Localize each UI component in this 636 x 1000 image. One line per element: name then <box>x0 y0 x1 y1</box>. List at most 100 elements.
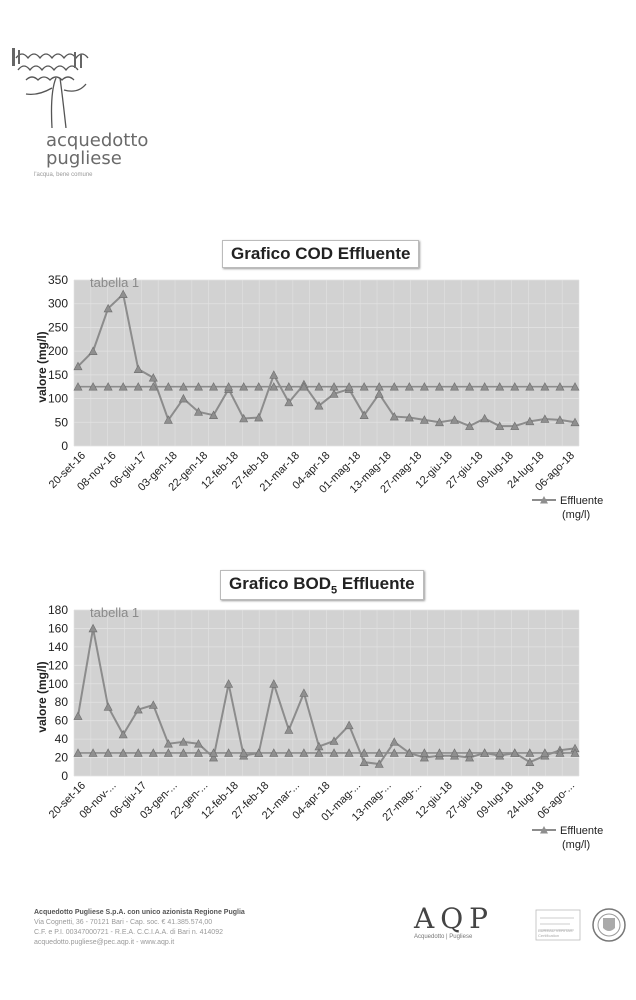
limit-data-point <box>239 748 249 757</box>
limit-data-point <box>284 748 294 757</box>
legend-label: Effluente <box>560 825 603 837</box>
limit-data-point <box>555 748 565 757</box>
effluent-data-point <box>103 702 113 711</box>
limit-data-point <box>389 748 399 757</box>
effluent-data-point <box>73 361 83 371</box>
effluent-data-point <box>495 421 505 430</box>
limit-data-point <box>540 382 550 391</box>
effluent-data-point <box>88 623 98 633</box>
effluent-data-point <box>254 412 264 422</box>
limit-data-point <box>178 382 188 391</box>
limit-data-point <box>88 748 98 757</box>
effluent-data-point <box>269 370 279 379</box>
limit-data-point <box>133 382 143 391</box>
limit-data-point <box>133 748 143 757</box>
effluent-data-point <box>163 739 173 748</box>
effluent-data-point <box>465 421 475 430</box>
effluent-data-point <box>118 729 128 739</box>
limit-data-point <box>73 748 83 757</box>
effluent-data-point <box>434 417 444 427</box>
bod-chart-svg: 0 20 40 60 80 100 120 140 160 180 tabella 1 valore … <box>35 603 603 851</box>
effluent-data-point <box>510 421 520 430</box>
limit-data-point <box>450 382 460 391</box>
bod-chart: 0 20 40 60 80 100 120 140 160 180 tabella 1 valore … <box>22 562 622 862</box>
chart-subtitle: tabella 1 <box>90 275 139 290</box>
certification-icon <box>535 908 626 942</box>
y-tick-label: 0 <box>61 769 68 783</box>
effluent-data-point <box>359 410 369 419</box>
effluent-data-point <box>284 397 294 407</box>
effluent-data-point <box>163 415 173 424</box>
legend-label: Effluente <box>560 495 603 507</box>
limit-data-point <box>193 748 203 757</box>
cod-chart-title: Grafico COD Effluente <box>222 240 420 268</box>
limit-data-point <box>148 382 158 391</box>
certification-badges: BUREAU VERITAS Certification <box>534 906 634 948</box>
effluent-data-point <box>480 413 490 423</box>
limit-data-point <box>359 748 369 757</box>
limit-data-point <box>434 382 444 391</box>
limit-data-point <box>510 382 520 391</box>
effluent-data-point <box>239 413 249 423</box>
limit-data-point <box>103 382 113 391</box>
effluent-data-point <box>118 289 128 299</box>
limit-data-point <box>329 748 339 757</box>
limit-data-point <box>254 748 264 757</box>
tree-logo-icon <box>12 48 89 129</box>
limit-data-point <box>404 382 414 391</box>
limit-data-point <box>540 748 550 757</box>
limit-data-point <box>344 382 354 391</box>
chart-subtitle: tabella 1 <box>90 605 139 620</box>
effluent-data-point <box>224 679 234 688</box>
limit-data-point <box>404 748 414 757</box>
legend-marker <box>540 826 548 834</box>
effluent-data-point <box>344 720 354 730</box>
limit-data-point <box>570 748 580 757</box>
effluent-data-point <box>525 416 535 426</box>
effluent-data-point <box>269 679 279 688</box>
limit-data-point <box>434 748 444 757</box>
effluent-data-point <box>450 415 460 424</box>
y-tick-label: 60 <box>55 714 69 728</box>
effluent-data-point <box>540 414 550 423</box>
y-tick-label: 140 <box>48 640 68 654</box>
limit-data-point <box>314 382 324 391</box>
limit-data-point <box>209 748 219 757</box>
limit-data-point <box>284 382 294 391</box>
effluent-data-point <box>284 725 294 734</box>
effluent-data-point <box>389 411 399 421</box>
limit-data-point <box>88 382 98 391</box>
limit-data-point <box>73 382 83 391</box>
limit-data-point <box>450 748 460 757</box>
limit-data-point <box>480 748 490 757</box>
limit-data-point <box>465 382 475 391</box>
cod-chart: 0 50 100 150 200 250 300 350 tabella 1 valore (mg… <box>22 232 622 532</box>
effluent-data-point <box>404 412 414 422</box>
limit-data-point <box>148 748 158 757</box>
limit-data-point <box>299 748 309 757</box>
cert-text: BUREAU VERITAS Certification <box>538 928 573 938</box>
limit-data-point <box>239 382 249 391</box>
effluent-data-point <box>374 759 384 768</box>
effluent-data-point <box>133 704 143 714</box>
limit-data-point <box>389 382 399 391</box>
brand-tagline: l'acqua, bene comune <box>34 172 93 178</box>
effluent-data-point <box>570 417 580 427</box>
effluent-data-point <box>209 410 219 419</box>
y-tick-label: 150 <box>48 368 68 382</box>
bod-chart-title: Grafico BOD5 Effluente <box>220 570 424 601</box>
legend-unit: (mg/l) <box>562 509 590 521</box>
y-axis-label: valore (mg/l) <box>35 331 49 402</box>
brand-line-2: pugliese <box>46 148 122 169</box>
aqp-logo: AQP Acquedotto | Pugliese <box>414 904 510 948</box>
effluent-data-point <box>359 757 369 766</box>
limit-data-point <box>555 382 565 391</box>
limit-data-point <box>103 748 113 757</box>
effluent-data-point <box>148 373 158 382</box>
aqp-subtext: Acquedotto | Pugliese <box>414 934 473 940</box>
limit-data-point <box>269 748 279 757</box>
limit-data-point <box>193 382 203 391</box>
effluent-data-point <box>419 752 429 762</box>
footer-company-info: Acquedotto Pugliese S.p.A. con unico azi… <box>34 908 364 948</box>
aqp-letters: AQP <box>414 902 495 935</box>
